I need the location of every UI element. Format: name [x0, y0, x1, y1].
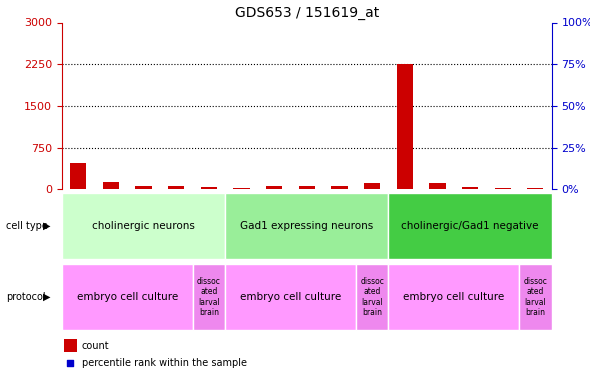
Bar: [364, 183, 380, 189]
Text: protocol: protocol: [6, 292, 45, 302]
Text: dissoc
ated
larval
brain: dissoc ated larval brain: [360, 277, 384, 317]
Bar: [388, 193, 552, 259]
Text: cholinergic/Gad1 negative: cholinergic/Gad1 negative: [401, 221, 539, 231]
Bar: [64, 339, 77, 352]
Bar: [62, 193, 225, 259]
Text: embryo cell culture: embryo cell culture: [240, 292, 341, 302]
Bar: [332, 186, 348, 189]
Bar: [396, 64, 413, 189]
Text: count: count: [81, 340, 109, 351]
Title: GDS653 / 151619_at: GDS653 / 151619_at: [235, 6, 379, 20]
Bar: [388, 264, 519, 330]
Bar: [430, 183, 445, 189]
Text: percentile rank within the sample: percentile rank within the sample: [81, 358, 247, 368]
Text: dissoc
ated
larval
brain: dissoc ated larval brain: [197, 277, 221, 317]
Bar: [62, 264, 192, 330]
Text: ▶: ▶: [44, 292, 51, 302]
Text: cholinergic neurons: cholinergic neurons: [92, 221, 195, 231]
Bar: [225, 264, 356, 330]
Bar: [201, 188, 217, 189]
Bar: [462, 188, 478, 189]
Bar: [527, 188, 543, 189]
Bar: [519, 264, 552, 330]
Bar: [135, 186, 152, 189]
Bar: [234, 188, 250, 189]
Bar: [225, 193, 388, 259]
Text: embryo cell culture: embryo cell culture: [77, 292, 178, 302]
Bar: [299, 186, 315, 189]
Text: dissoc
ated
larval
brain: dissoc ated larval brain: [523, 277, 548, 317]
Bar: [356, 264, 388, 330]
Bar: [103, 182, 119, 189]
Text: ▶: ▶: [44, 221, 51, 231]
Point: [65, 360, 75, 366]
Bar: [266, 186, 282, 189]
Bar: [192, 264, 225, 330]
Bar: [168, 186, 184, 189]
Text: embryo cell culture: embryo cell culture: [403, 292, 504, 302]
Text: Gad1 expressing neurons: Gad1 expressing neurons: [240, 221, 373, 231]
Bar: [70, 163, 86, 189]
Text: cell type: cell type: [6, 221, 48, 231]
Bar: [494, 188, 511, 189]
